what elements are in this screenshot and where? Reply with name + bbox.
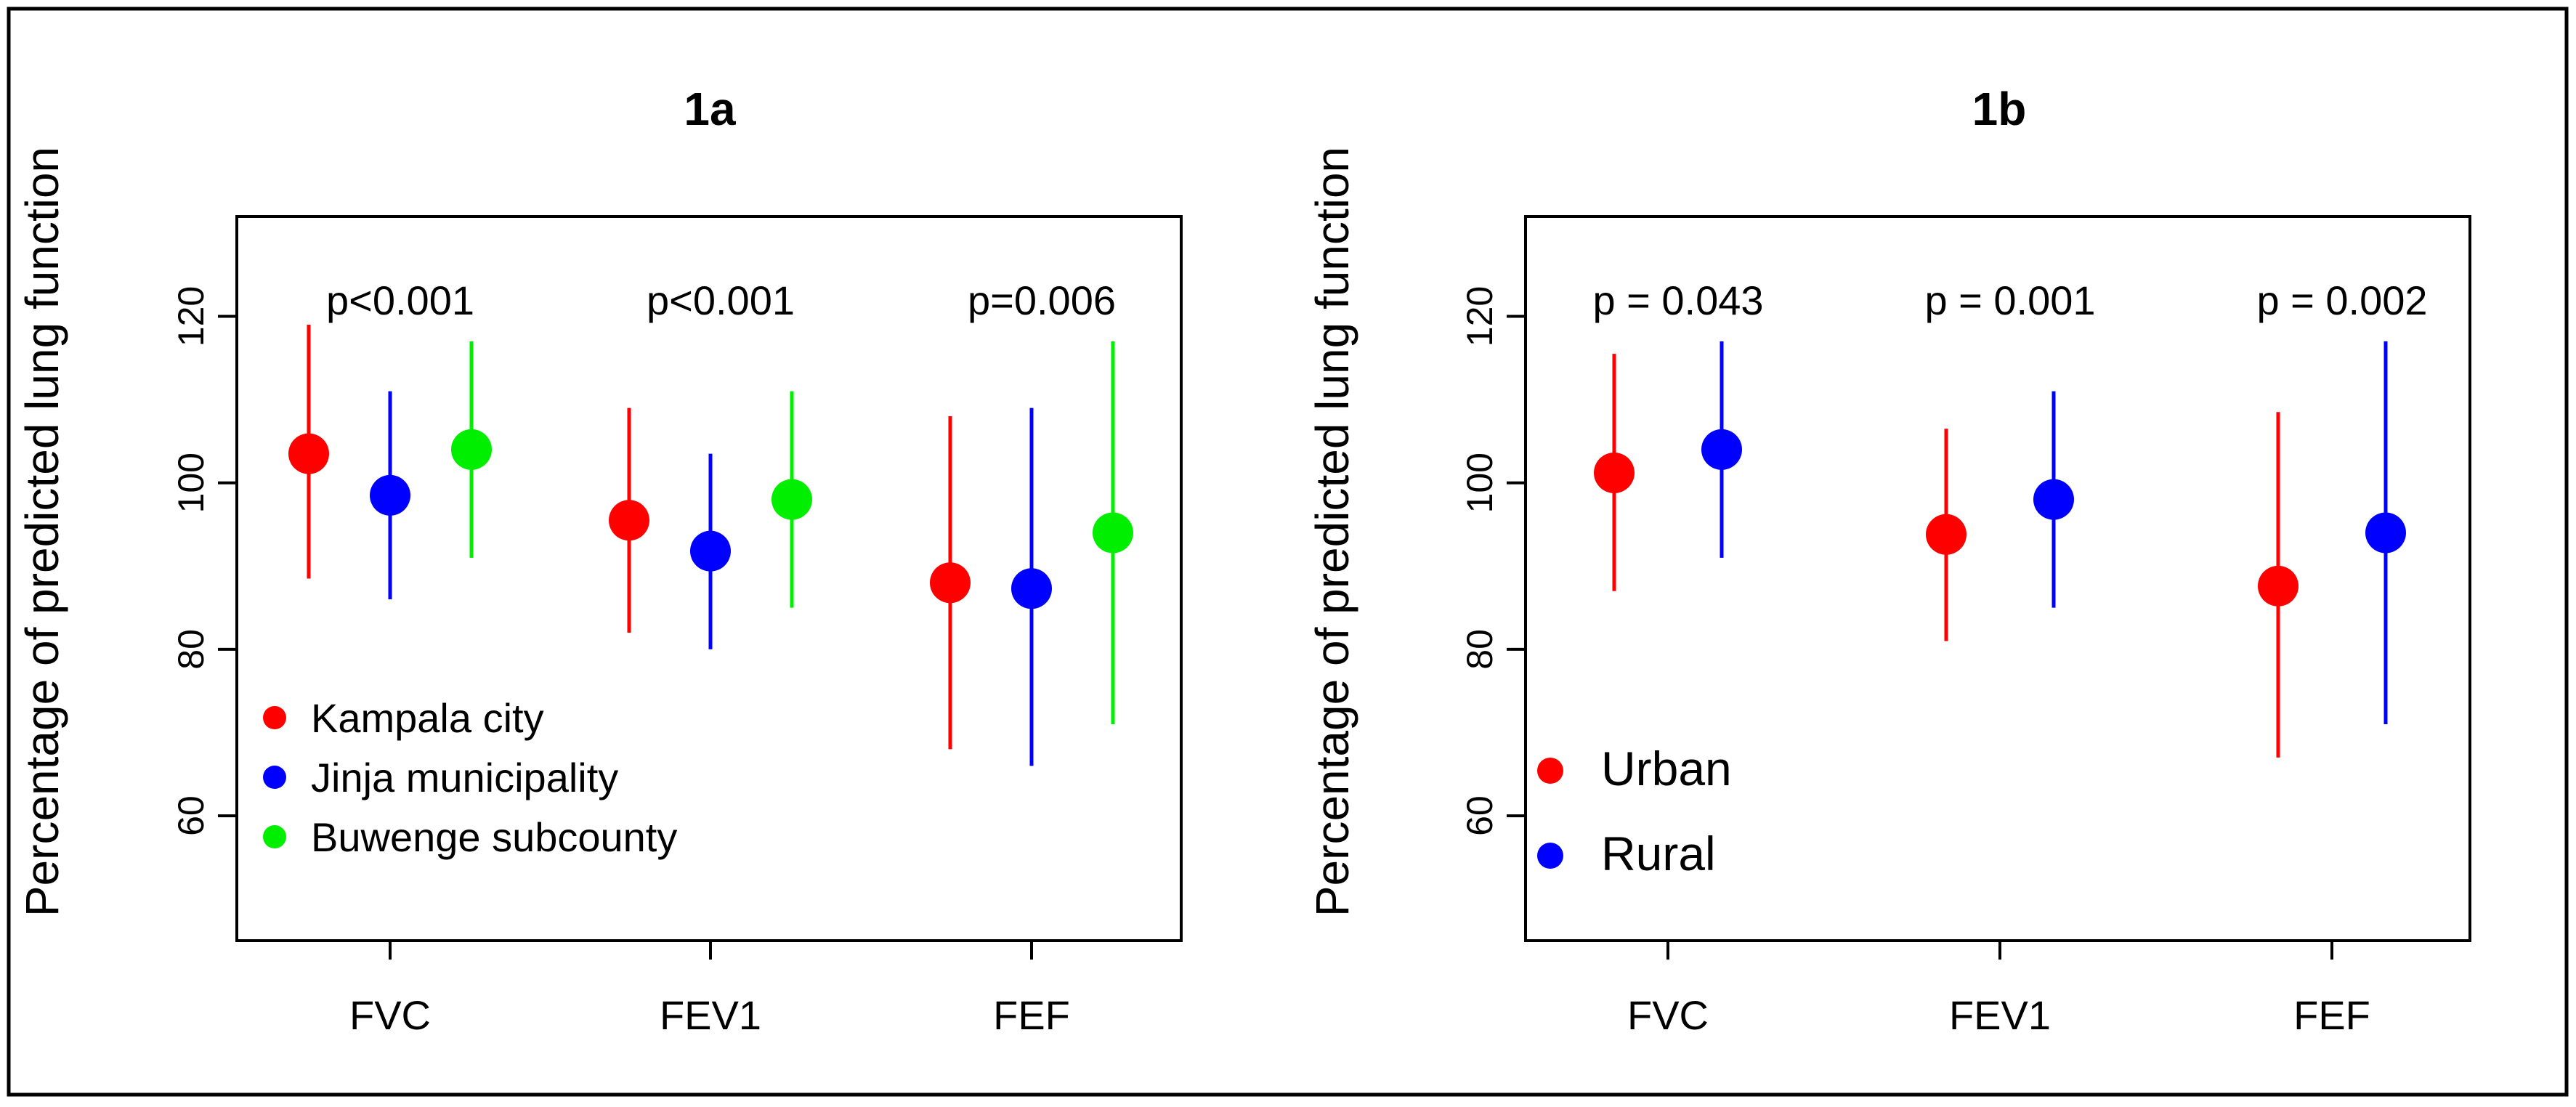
y-tick-label: 80 [1459,629,1500,670]
x-tick-label: FVC [1627,992,1709,1038]
legend-marker [1537,843,1563,869]
panel-1a: 1a Percentage of predicted lung function… [16,83,1183,1038]
p-value-annotation: p = 0.001 [1924,277,2095,323]
legend-label: Buwenge subcounty [311,814,677,860]
y-tick-label: 60 [171,795,211,836]
p-value-annotation: p = 0.043 [1592,277,1763,323]
data-point [1594,452,1635,493]
panel-1b: 1b Percentage of predicted lung function… [1306,83,2471,1038]
data-point [690,530,731,572]
y-tick-label: 80 [171,629,211,670]
legend-marker [263,766,286,789]
x-tick-label: FEF [993,992,1070,1038]
x-tick-label: FEV1 [1949,992,2051,1038]
data-point [1701,429,1742,470]
legend-marker [1537,758,1563,784]
legend-label: Rural [1601,827,1716,880]
p-value-annotation: p<0.001 [326,277,474,323]
data-point [2365,512,2406,554]
x-tick-label: FVC [349,992,431,1038]
data-point [1011,568,1052,609]
y-tick-label: 60 [1459,795,1500,836]
data-point [288,433,329,474]
data-point [370,474,410,516]
y-axis-label: Percentage of predicted lung function [1306,147,1358,917]
legend-label: Kampala city [311,695,544,741]
p-value-annotation: p = 0.002 [2256,277,2427,323]
data-point [609,500,649,541]
y-tick-label: 100 [171,453,211,513]
x-tick-label: FEF [2293,992,2370,1038]
legend-marker [263,706,286,729]
y-tick-label: 100 [1459,453,1500,513]
legend-label: Jinja municipality [311,755,618,800]
p-value-annotation: p<0.001 [647,277,795,323]
p-value-annotation: p=0.006 [968,277,1116,323]
panel-title: 1b [1972,83,2027,135]
data-point [1926,514,1967,555]
y-tick-label: 120 [1459,286,1500,346]
y-axis-label: Percentage of predicted lung function [16,147,68,917]
figure-border [7,7,2569,1097]
panel-title: 1a [684,83,736,135]
plot-area-frame [1524,215,2471,942]
data-point [1093,512,1133,554]
data-point [930,562,971,604]
data-point [2258,565,2298,607]
data-point [2033,479,2074,520]
legend-marker [263,825,286,848]
y-tick-label: 120 [171,286,211,346]
data-point [771,479,812,520]
data-point [451,429,492,470]
x-tick-label: FEV1 [660,992,761,1038]
legend-label: Urban [1601,742,1732,795]
